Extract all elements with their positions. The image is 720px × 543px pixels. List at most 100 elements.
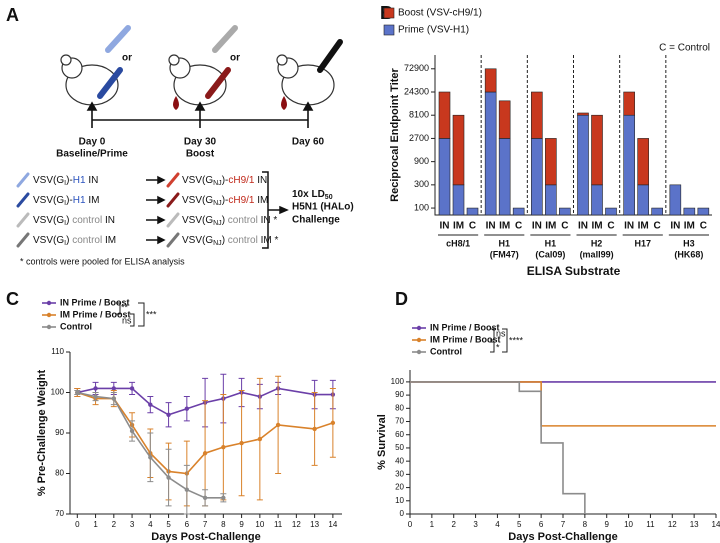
legend-marker xyxy=(46,300,52,306)
x-tick-label: C xyxy=(607,221,614,232)
y-tick-label: 72900 xyxy=(404,63,429,73)
y-axis-title: % Survival xyxy=(376,414,388,470)
x-tick-label: IM xyxy=(545,221,556,232)
significance: *** xyxy=(146,309,157,319)
label-part: NJ xyxy=(213,200,222,207)
y-tick-label: 2700 xyxy=(409,133,429,143)
label-part: IM * xyxy=(258,235,279,246)
bar-segment xyxy=(637,138,649,186)
label-part: VSV(G xyxy=(182,215,213,226)
bar-segment xyxy=(669,184,682,216)
legend-label: IM Prime / Boost xyxy=(60,309,131,319)
x-tick-label: 3 xyxy=(130,520,135,529)
significance: **** xyxy=(509,335,524,345)
marker xyxy=(257,436,263,442)
x-tick-label: 1 xyxy=(93,520,98,529)
legend-label: Control xyxy=(60,321,92,331)
challenge-text: 10x LD xyxy=(292,189,325,200)
bar-segment xyxy=(651,207,663,216)
panel-label: D xyxy=(395,289,408,309)
series-line xyxy=(77,387,333,416)
timepoint-day: Day 60 xyxy=(292,137,325,148)
bar-segment xyxy=(545,184,557,216)
y-tick-label: 30 xyxy=(395,469,404,478)
label-part: IM xyxy=(102,235,116,246)
panel-label: A xyxy=(6,5,19,25)
bar-segment xyxy=(466,207,479,216)
y-axis-title: % Pre-Challenge Weight xyxy=(36,370,48,497)
marker xyxy=(148,402,153,407)
y-tick-label: 90 xyxy=(395,390,404,399)
label-part: VSV(G xyxy=(33,235,64,246)
marker xyxy=(129,428,135,434)
marker xyxy=(184,406,190,411)
x-tick-label: IN xyxy=(440,221,450,232)
marker xyxy=(166,475,171,480)
x-tick-label: 13 xyxy=(310,520,319,529)
group-label: (HK68) xyxy=(674,249,703,259)
legend-label: IM Prime / Boost xyxy=(430,334,501,344)
x-tick-label: 9 xyxy=(239,520,244,529)
bar-segment xyxy=(452,114,465,186)
panel-label: C xyxy=(6,289,19,309)
x-tick-label: 6 xyxy=(185,520,190,529)
label-part: I xyxy=(64,180,66,187)
bar-segment xyxy=(577,114,589,216)
marker xyxy=(202,495,208,500)
x-tick-label: IN xyxy=(578,221,588,232)
x-tick-label: 4 xyxy=(495,520,500,529)
challenge-label: Challenge xyxy=(292,215,340,226)
legend-marker xyxy=(46,312,52,318)
label-part: I xyxy=(64,220,66,227)
y-tick-label: 40 xyxy=(395,456,404,465)
y-tick-label: 10 xyxy=(395,496,404,505)
bar-segment xyxy=(438,91,451,139)
group-label: VSV(GI)-H1 IM xyxy=(33,195,99,208)
series-line xyxy=(410,381,586,514)
label-part: ) xyxy=(66,235,72,246)
x-tick-label: 8 xyxy=(221,520,226,529)
note: C = Control xyxy=(659,43,710,54)
group-label: VSV(GNJ)-cH9/1 IN xyxy=(182,175,267,188)
legend-marker xyxy=(46,324,52,330)
label-part: NJ xyxy=(213,240,222,247)
label-part: control xyxy=(228,235,258,246)
y-tick-label: 900 xyxy=(414,156,429,166)
y-tick-label: 80 xyxy=(55,469,64,478)
bar-segment xyxy=(531,138,543,216)
y-tick-label: 80 xyxy=(395,403,404,412)
bar-segment xyxy=(577,112,589,116)
mouse-icons xyxy=(60,54,335,106)
x-tick-label: 7 xyxy=(561,520,566,529)
marker xyxy=(129,386,135,391)
bar-segment xyxy=(623,91,635,116)
x-tick-label: 2 xyxy=(451,520,456,529)
x-tick-label: IM xyxy=(453,221,464,232)
timeline xyxy=(86,101,314,128)
y-tick-label: 90 xyxy=(55,428,64,437)
timepoint-day: Day 30 xyxy=(184,137,217,148)
label-part: VSV(G xyxy=(182,195,213,206)
marker xyxy=(312,426,317,432)
marker xyxy=(93,386,98,391)
x-tick-label: 10 xyxy=(624,520,633,529)
x-tick-label: 7 xyxy=(203,520,208,529)
bar-segment xyxy=(591,184,603,216)
label-part: H1 xyxy=(73,175,86,186)
group-label: VSV(GI) control IN xyxy=(33,215,115,228)
marker xyxy=(111,396,117,401)
footnote: * controls were pooled for ELISA analysi… xyxy=(20,256,185,266)
y-tick-label: 60 xyxy=(395,430,404,439)
label-part: IN xyxy=(102,215,115,226)
bar-segment xyxy=(697,207,710,216)
x-tick-label: 9 xyxy=(604,520,609,529)
y-tick-label: 24300 xyxy=(404,86,429,96)
label-part: ) xyxy=(66,215,72,226)
x-tick-label: IM xyxy=(684,221,695,232)
y-tick-label: 100 xyxy=(414,202,429,212)
label-part: )- xyxy=(222,195,229,206)
bar-segment xyxy=(484,68,497,93)
bar-segment xyxy=(683,207,696,216)
marker xyxy=(221,444,226,450)
bar-segment xyxy=(637,184,649,216)
